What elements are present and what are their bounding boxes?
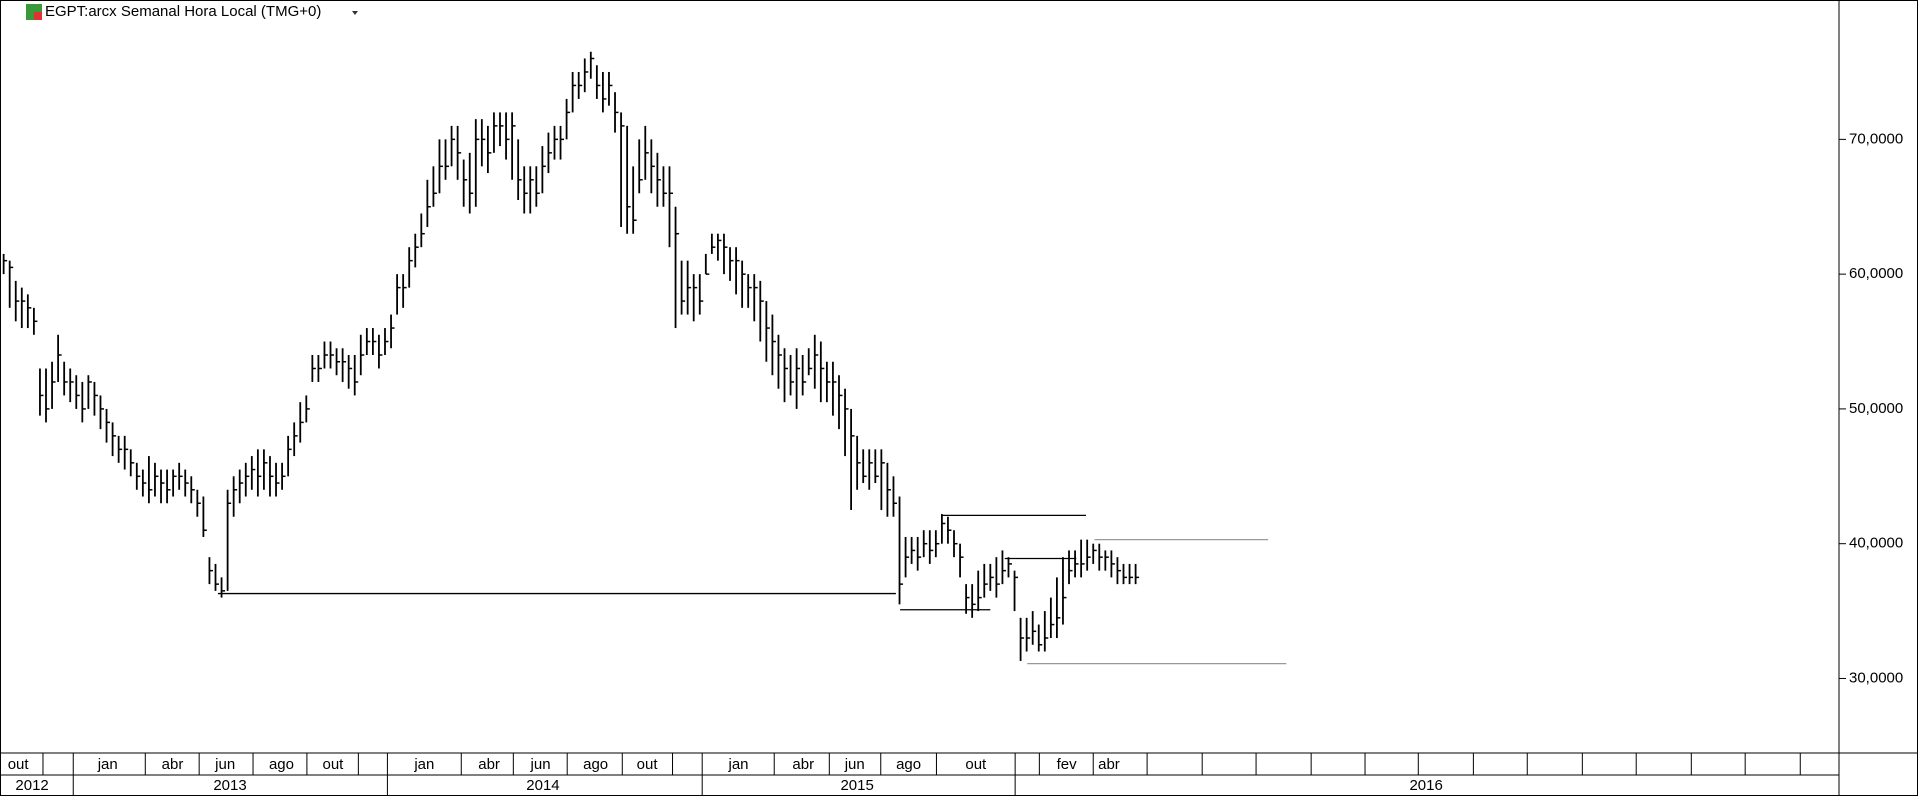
month-label: out: [8, 756, 30, 773]
year-label: 2014: [526, 777, 559, 794]
y-tick-label: 50,0000: [1849, 400, 1903, 417]
month-label: abr: [478, 756, 500, 773]
icon-accent: [34, 12, 42, 20]
month-label: jun: [214, 756, 235, 773]
y-tick-label: 30,0000: [1849, 669, 1903, 686]
year-label: 2016: [1409, 777, 1442, 794]
chart-title: EGPT:arcx Semanal Hora Local (TMG+0): [45, 3, 321, 20]
month-label: abr: [1098, 756, 1120, 773]
month-label: jun: [844, 756, 865, 773]
month-label: fev: [1057, 756, 1078, 773]
month-label: jun: [530, 756, 551, 773]
month-label: out: [637, 756, 659, 773]
month-label: ago: [583, 756, 608, 773]
year-label: 2013: [213, 777, 246, 794]
y-tick-label: 60,0000: [1849, 265, 1903, 282]
month-label: abr: [792, 756, 814, 773]
year-label: 2015: [840, 777, 873, 794]
month-label: ago: [269, 756, 294, 773]
month-label: out: [323, 756, 345, 773]
symbol-icon: [26, 4, 42, 20]
y-tick-label: 40,0000: [1849, 535, 1903, 552]
month-label: jan: [97, 756, 118, 773]
month-label: jan: [413, 756, 434, 773]
month-label: out: [965, 756, 987, 773]
month-label: jan: [727, 756, 748, 773]
month-label: ago: [896, 756, 921, 773]
y-tick-label: 70,0000: [1849, 130, 1903, 147]
dropdown-arrow[interactable]: [352, 11, 358, 15]
month-label: abr: [162, 756, 184, 773]
year-label: 2012: [15, 777, 48, 794]
